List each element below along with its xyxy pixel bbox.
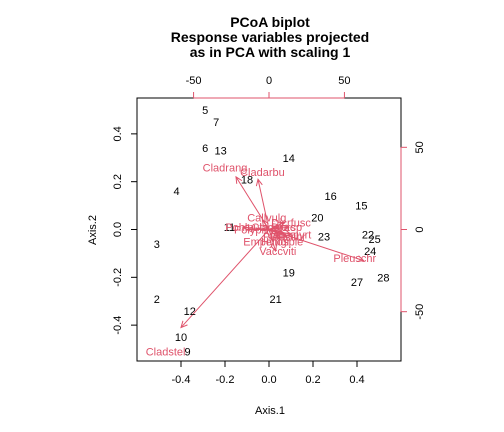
site-label: 27 [351,277,363,289]
bottom-axis: -0.4 -0.2 0.0 0.2 0.4 [172,360,365,386]
species-label: Vaccmyrt [266,229,311,241]
species-label: Cladarbu [240,167,285,179]
species-arrow [257,179,270,230]
species-arrow [268,229,287,238]
site-label: 22 [362,229,374,241]
species-arrow-head [356,255,365,263]
species-arrow-head [270,244,278,253]
y-axis-label: Axis.2 [87,215,99,245]
species-arrow-head [261,218,269,227]
site-label: 15 [355,201,367,213]
species-label: Pohlnuta [225,222,269,234]
site-label: 14 [283,153,295,165]
species-arrow [268,229,277,252]
x-axis-tick-label: 0.4 [349,374,364,386]
site-label: 4 [174,186,180,198]
site-label: 6 [202,143,208,155]
site-label: 28 [377,272,389,284]
species-arrow-head [282,224,290,232]
species-label: Empenigr [243,236,290,248]
site-label: 11 [224,222,235,234]
species-arrows [180,175,365,329]
chart-title-line-2: Response variables projected [171,29,369,45]
site-label: 23 [318,232,330,244]
species-label: Cladgrac [251,222,296,234]
site-label: 21 [269,294,281,306]
species-arrow [268,229,292,235]
species-label: Dicrsp [271,222,302,234]
species-label: Vaccviti [259,246,296,258]
species-arrow [180,229,270,328]
site-label: 19 [283,268,295,280]
species-label: Polypili [234,225,269,237]
site-label: 25 [368,234,380,246]
x-axis-tick-label: 0.2 [305,374,320,386]
species-label: Pleuschr [263,232,306,244]
top-axis: -50 0 50 [186,75,351,99]
species-label: Pleuschr [333,253,376,265]
species-arrow-head [279,231,288,238]
species-label: Cladstel [146,346,186,358]
species-arrow-head [255,178,263,187]
site-label: 10 [175,332,187,344]
right-axis-tick-label: 0 [414,226,426,232]
species-arrow-head [284,229,293,237]
species-label: Callvulg [247,213,286,225]
site-label: 12 [184,306,196,318]
site-label: 3 [154,239,160,251]
species-arrow-head [268,234,275,243]
species-arrow [242,226,270,230]
top-axis-tick-label: 0 [266,75,272,87]
site-label: 13 [214,146,226,158]
site-label: 2 [154,294,160,306]
y-axis-tick-label: -0.4 [112,316,124,335]
species-arrow-head [273,232,281,240]
site-label: 20 [311,213,323,225]
y-axis-tick-label: 0.2 [112,174,124,189]
site-label: 9 [185,346,191,358]
species-label: Ptilcili [270,232,298,244]
top-axis-tick-label: 50 [338,75,350,87]
species-arrow-head [277,221,286,229]
species-arrow [268,226,289,230]
site-label: 16 [324,191,336,203]
site-label: 24 [364,246,376,258]
right-axis-tick-label: 50 [414,141,426,153]
species-arrow-head [235,175,243,184]
right-axis: -50 0 50 [400,141,426,320]
top-axis-tick-label: -50 [186,75,202,87]
species-arrow [261,219,270,230]
species-label: Hylosple [261,236,303,248]
species-arrow-head [180,320,188,329]
right-axis-tick-label: -50 [414,304,426,320]
chart-title-line-1: PCoA biplot [230,14,310,30]
x-axis-tick-label: -0.4 [172,374,191,386]
y-axis-tick-label: 0.4 [112,126,124,141]
chart-title-line-3: as in PCA with scaling 1 [190,44,351,60]
y-axis-tick-label: -0.2 [112,268,124,287]
x-axis-tick-label: -0.2 [216,374,235,386]
left-axis: -0.4 -0.2 0.0 0.2 0.4 [112,126,138,335]
y-axis-tick-label: 0.0 [112,222,124,237]
x-axis-label: Axis.1 [255,405,285,417]
species-label: Dicrfusc [271,217,311,229]
species-label: Cladrang [203,162,248,174]
x-axis-tick-label: 0.0 [261,374,276,386]
site-label: 18 [241,174,253,186]
species-arrow [268,229,281,240]
site-label: 5 [202,105,208,117]
site-label: 7 [213,117,219,129]
species-arrow-head [241,224,250,232]
